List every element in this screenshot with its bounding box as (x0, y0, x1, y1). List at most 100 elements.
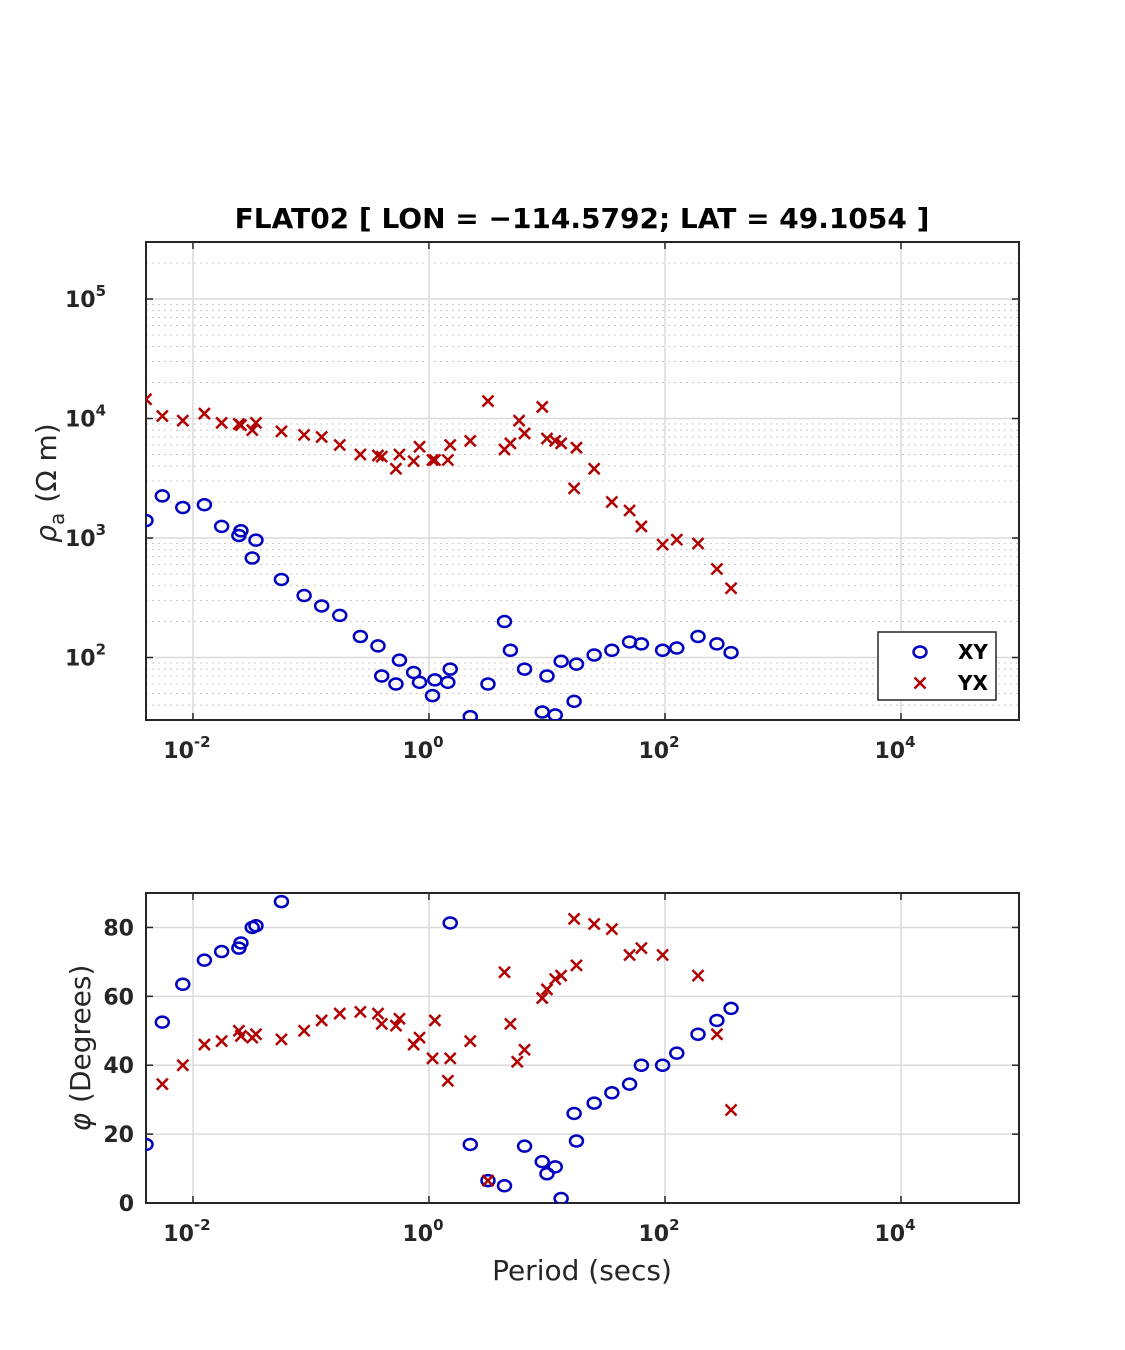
xy-data-point (442, 916, 458, 930)
xy-data-point (669, 1046, 685, 1060)
plot-title: FLAT02 [ LON = −114.5792; LAT = 49.1054 … (235, 202, 930, 235)
xy-data-point (233, 524, 249, 538)
yx-data-point (393, 1012, 406, 1026)
y-tick-label: 105 (65, 282, 106, 313)
yx-data-point (155, 409, 169, 423)
legend-xy-marker (912, 645, 928, 659)
y-tick-label: 80 (103, 916, 134, 941)
yx-data-point (315, 1014, 329, 1027)
y-tick-label: 60 (103, 985, 134, 1010)
xy-data-point (296, 588, 312, 603)
legend-yx-marker (913, 676, 927, 690)
x-tick-label: 100 (402, 733, 443, 764)
yx-data-point (234, 1029, 248, 1043)
xy-data-point (690, 1027, 706, 1041)
yx-data-point (710, 562, 724, 576)
yx-data-point (371, 1007, 385, 1020)
xy-data-point (723, 1001, 739, 1016)
yx-data-point (176, 414, 190, 428)
x-tick-label: 104 (874, 1216, 915, 1247)
xy-data-point (462, 1137, 479, 1152)
xy-data-point (154, 489, 171, 503)
xy-data-point (633, 1058, 650, 1072)
yx-data-point (535, 991, 549, 1005)
yx-data-point (691, 537, 705, 550)
xy-data-point (709, 1013, 725, 1028)
yx-data-point (333, 1007, 347, 1020)
yx-data-point (297, 428, 311, 442)
xy-data-point (496, 1179, 513, 1193)
yx-data-point (353, 1005, 367, 1019)
xy-data-point (440, 675, 456, 690)
xy-data-point (496, 614, 513, 629)
xy-data-point (539, 1166, 555, 1181)
xy-data-point (480, 677, 496, 691)
yx-data-point (710, 1027, 724, 1041)
yx-data-point (504, 436, 517, 450)
xy-data-point (273, 894, 290, 909)
yx-data-point (656, 948, 670, 962)
yx-data-point (413, 1031, 426, 1045)
yx-data-point (441, 453, 455, 467)
yx-data-point (670, 533, 684, 546)
xy-data-point (568, 657, 585, 671)
yx-data-point (333, 438, 347, 452)
plot-area (146, 893, 1019, 1203)
xy-data-point (553, 654, 569, 669)
y-tick-label: 102 (65, 641, 106, 672)
xy-data-point (233, 936, 249, 950)
yx-data-point (155, 1077, 169, 1091)
yx-data-point (535, 400, 549, 414)
yx-data-point (176, 1058, 190, 1072)
xy-data-point (534, 1154, 551, 1169)
yx-data-point (587, 462, 601, 476)
yx-data-point (426, 1051, 439, 1065)
x-axis-title: Period (secs) (492, 1254, 672, 1287)
xy-data-point (424, 688, 441, 703)
legend-box (877, 631, 997, 701)
yx-data-point (463, 434, 477, 448)
xy-data-point (669, 641, 685, 655)
xy-data-point (723, 645, 739, 660)
xy-data-point (516, 662, 533, 676)
yx-data-point (623, 504, 636, 517)
xy-data-point (273, 572, 290, 587)
yx-data-point (389, 1019, 403, 1032)
xy-data-point (248, 918, 264, 933)
yx-data-point (570, 441, 583, 455)
yx-data-point (389, 462, 403, 476)
xy-data-point (313, 599, 330, 613)
xy-data-point (146, 513, 154, 528)
xy-data-point (690, 629, 706, 644)
yx-data-point (275, 1033, 288, 1046)
data-markers (146, 392, 739, 720)
yx-data-point (540, 983, 554, 996)
x-tick-label: 100 (402, 1216, 443, 1247)
xy-data-point (604, 643, 620, 658)
yx-data-point (443, 438, 457, 452)
yx-data-point (605, 495, 619, 509)
yx-data-point (441, 1074, 455, 1088)
yx-data-point (554, 436, 568, 450)
yx-data-point (407, 454, 421, 468)
yx-data-point (428, 453, 442, 467)
xy-data-point (352, 629, 369, 644)
xy-data-point (244, 551, 260, 565)
yx-data-point (587, 917, 601, 931)
yx-data-point (518, 427, 531, 440)
xy-data-point (553, 1191, 569, 1203)
resistivity-plot: 10-2 100 102 104 102 103 104 105 ρa(Ω m) XY YX (30, 241, 1020, 764)
yx-data-point (724, 1103, 738, 1117)
xy-data-point (388, 677, 404, 691)
x-tick-label: 102 (638, 1216, 679, 1247)
yx-data-point (481, 394, 495, 408)
yx-data-point (443, 1051, 457, 1065)
xy-data-point (516, 1139, 533, 1153)
xy-data-point (539, 669, 555, 683)
yx-data-point (249, 1027, 263, 1041)
xy-data-point (373, 669, 390, 683)
xy-data-point (633, 637, 650, 651)
yx-data-point (245, 423, 259, 437)
y-tick-label: 103 (65, 521, 106, 552)
xy-data-point (586, 1096, 602, 1110)
